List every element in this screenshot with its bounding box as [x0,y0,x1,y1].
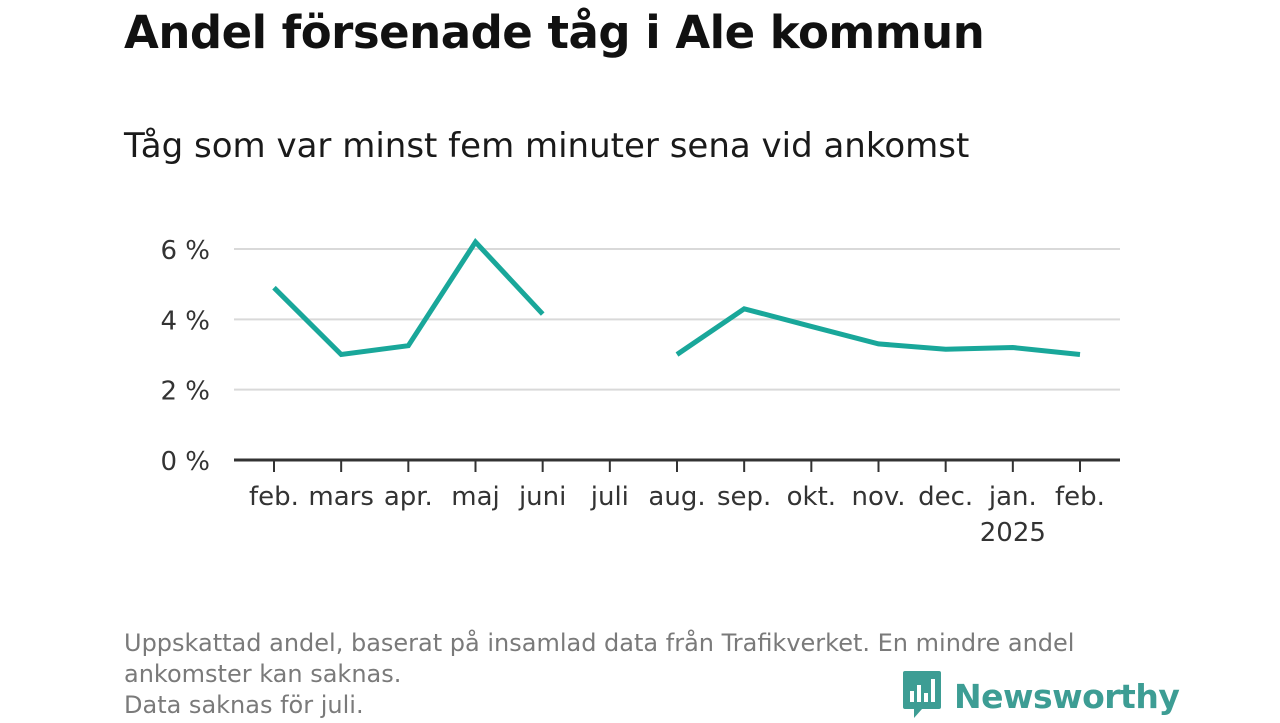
x-tick-label: feb. [1055,482,1105,512]
series-lines [272,237,1081,358]
x-tick-label: aug. [648,482,705,512]
chart-subtitle: Tåg som var minst fem minuter sena vid a… [124,126,970,166]
x-tick-label: apr. [384,482,433,512]
chart-title: Andel försenade tåg i Ale kommun [124,6,985,59]
x-tick-label: juli [590,482,629,512]
x-tick-label: jan. [988,482,1037,512]
footnote-line-3: Data saknas för juli. [124,691,364,719]
y-tick-label: 2 % [160,377,210,407]
footnote-line-1: Uppskattad andel, baserat på insamlad da… [124,629,1075,657]
x-tick-label: maj [451,482,499,512]
x-tick-label: feb. [249,482,299,512]
x-tick-label: mars [308,482,374,512]
series-line [675,306,1081,357]
brand-name: Newsworthy [954,676,1180,716]
x-tick-label: okt. [787,482,836,512]
x-tick-label: nov. [851,482,905,512]
grid-lines [234,248,1120,391]
brand-logo[interactable]: Newsworthy [902,669,1180,723]
x-tick-label: sep. [717,482,771,512]
x-tick-label: dec. [918,482,973,512]
footnote: Uppskattad andel, baserat på insamlad da… [124,628,1164,721]
x-axis: feb. mars apr. maj juni juli aug. sep. okt. nov. d… [234,458,1120,548]
y-tick-label: 0 % [160,447,210,477]
y-tick-label: 4 % [160,306,210,336]
line-chart: 0 % 2 % 4 % 6 % feb. mars apr. maj juni juli aug.… [160,236,1120,548]
newsworthy-logo-icon [902,669,942,723]
x-tick-label: juni [518,482,566,512]
y-axis-tick-labels: 0 % 2 % 4 % 6 % [160,236,210,477]
footnote-line-2: ankomster kan saknas. [124,660,402,688]
series-line [272,237,545,358]
y-tick-label: 6 % [160,236,210,266]
x-tick-sublabel: 2025 [980,518,1046,548]
